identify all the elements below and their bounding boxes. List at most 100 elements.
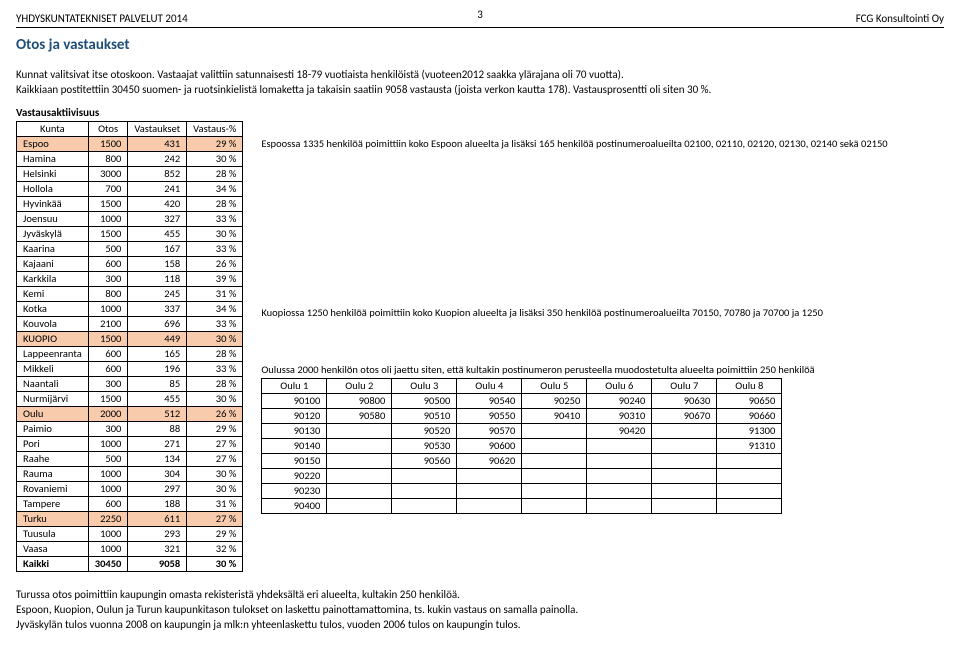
footer-notes: Turussa otos poimittiin kaupungin omasta…	[16, 588, 944, 631]
table-cell: Kaarina	[17, 242, 89, 257]
table-row: Turku225061127 %	[17, 512, 243, 527]
table-cell: 26 %	[187, 407, 243, 422]
table-cell: 33 %	[187, 212, 243, 227]
table-cell: 1500	[88, 332, 128, 347]
table-row: Rovaniemi100029730 %	[17, 482, 243, 497]
oulu-cell	[587, 484, 652, 499]
table-row: Tampere60018831 %	[17, 497, 243, 512]
table-row: Joensuu100032733 %	[17, 212, 243, 227]
table-cell: 1000	[88, 212, 128, 227]
table-cell: Kaikki	[17, 557, 89, 572]
table-cell: 167	[128, 242, 187, 257]
oulu-cell	[327, 484, 392, 499]
header-left: YHDYSKUNTATEKNISET PALVELUT 2014	[16, 12, 188, 25]
table-cell: 85	[128, 377, 187, 392]
oulu-cell: 90800	[327, 394, 392, 409]
table-row: Kotka100033734 %	[17, 302, 243, 317]
table-cell: 696	[128, 317, 187, 332]
oulu-cell	[587, 499, 652, 514]
oulu-cell: 90420	[587, 424, 652, 439]
table-cell: Naantali	[17, 377, 89, 392]
table-cell: 304	[128, 467, 187, 482]
table-cell: Karkkila	[17, 272, 89, 287]
table-cell: 2250	[88, 512, 128, 527]
table-cell: 3000	[88, 167, 128, 182]
table-row: Rauma100030430 %	[17, 467, 243, 482]
table-cell: Raahe	[17, 452, 89, 467]
oulu-cell	[522, 454, 587, 469]
footer-p3: Jyväskylän tulos vuonna 2008 on kaupungi…	[16, 618, 944, 631]
table-cell: Kotka	[17, 302, 89, 317]
table-cell: Espoo	[17, 137, 89, 152]
table-header: Kunta	[17, 122, 89, 137]
table-cell: 29 %	[187, 137, 243, 152]
oulu-cell	[652, 469, 717, 484]
oulu-cell	[717, 484, 782, 499]
table-row: Nurmijärvi150045530 %	[17, 392, 243, 407]
table-cell: 800	[88, 287, 128, 302]
note-kuopio: Kuopiossa 1250 henkilöä poimittiin koko …	[261, 306, 944, 319]
table-cell: 600	[88, 497, 128, 512]
oulu-cell: 90520	[392, 424, 457, 439]
note-oulu: Oulussa 2000 henkilön otos oli jaettu si…	[261, 363, 944, 376]
table-cell: 30 %	[187, 482, 243, 497]
table-cell: Mikkeli	[17, 362, 89, 377]
table-cell: 39 %	[187, 272, 243, 287]
table-cell: 9058	[128, 557, 187, 572]
intro-paragraphs: Kunnat valitsivat itse otoskoon. Vastaaj…	[16, 68, 944, 96]
table-cell: 500	[88, 452, 128, 467]
oulu-cell	[392, 469, 457, 484]
oulu-header: Oulu 4	[457, 379, 522, 394]
notes-column: Espoossa 1335 henkilöä poimittiin koko E…	[261, 121, 944, 304]
oulu-header: Oulu 3	[392, 379, 457, 394]
table-cell: Vaasa	[17, 542, 89, 557]
oulu-cell	[587, 439, 652, 454]
table-cell: 852	[128, 167, 187, 182]
oulu-row: 90400	[262, 499, 782, 514]
oulu-cell: 90120	[262, 409, 327, 424]
oulu-cell	[327, 424, 392, 439]
table-cell: 27 %	[187, 452, 243, 467]
oulu-cell	[587, 454, 652, 469]
table-row: Jyväskylä150045530 %	[17, 227, 243, 242]
table-cell: 293	[128, 527, 187, 542]
page-number: 3	[477, 8, 483, 21]
table-cell: 300	[88, 422, 128, 437]
oulu-cell	[522, 499, 587, 514]
oulu-cell: 90220	[262, 469, 327, 484]
table-cell: 1000	[88, 527, 128, 542]
table-cell: 455	[128, 227, 187, 242]
main-table: KuntaOtosVastauksetVastaus-% Espoo150043…	[16, 121, 243, 572]
table-header: Otos	[88, 122, 128, 137]
footer-p1: Turussa otos poimittiin kaupungin omasta…	[16, 588, 944, 601]
table-cell: 28 %	[187, 197, 243, 212]
table-cell: 1500	[88, 137, 128, 152]
table-cell: 1000	[88, 542, 128, 557]
oulu-cell: 90240	[587, 394, 652, 409]
table-cell: Kajaani	[17, 257, 89, 272]
oulu-table: Oulu 1Oulu 2Oulu 3Oulu 4Oulu 5Oulu 6Oulu…	[261, 378, 782, 514]
table-cell: KUOPIO	[17, 332, 89, 347]
oulu-header: Oulu 8	[717, 379, 782, 394]
table-cell: 297	[128, 482, 187, 497]
table-cell: 30 %	[187, 227, 243, 242]
table-cell: 245	[128, 287, 187, 302]
table-cell: 455	[128, 392, 187, 407]
oulu-cell: 90410	[522, 409, 587, 424]
oulu-cell: 90570	[457, 424, 522, 439]
table-cell: Hamina	[17, 152, 89, 167]
table-row: Tuusula100029329 %	[17, 527, 243, 542]
oulu-cell: 90560	[392, 454, 457, 469]
table-row: Naantali3008528 %	[17, 377, 243, 392]
oulu-cell: 90660	[717, 409, 782, 424]
table-cell: 28 %	[187, 347, 243, 362]
table-cell: 134	[128, 452, 187, 467]
table-row: Kouvola210069633 %	[17, 317, 243, 332]
table-row: Oulu200051226 %	[17, 407, 243, 422]
table-cell: Kouvola	[17, 317, 89, 332]
table-header: Vastaus-%	[187, 122, 243, 137]
oulu-header: Oulu 7	[652, 379, 717, 394]
oulu-cell	[327, 439, 392, 454]
table-cell: Oulu	[17, 407, 89, 422]
table-cell: Turku	[17, 512, 89, 527]
